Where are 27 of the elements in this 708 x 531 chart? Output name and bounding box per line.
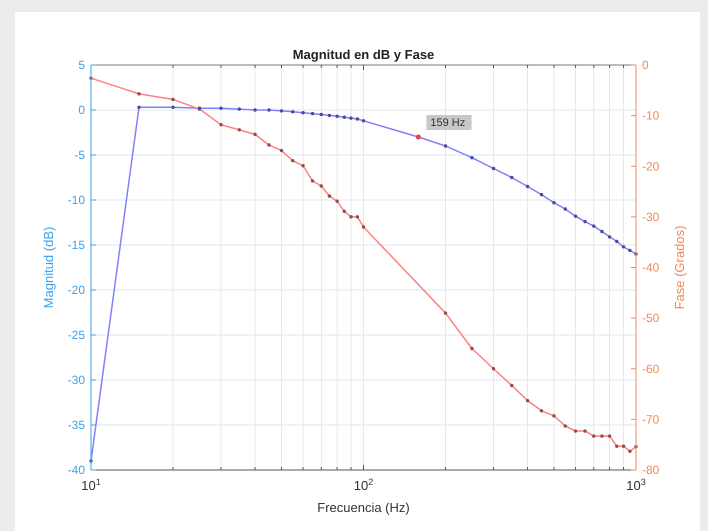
y-tick-label: -25 bbox=[68, 328, 86, 342]
x-tick-label: 10$^{2}$ bbox=[354, 477, 374, 493]
y2-tick-label: -10 bbox=[642, 108, 660, 123]
y-tick-label: -35 bbox=[68, 418, 86, 432]
y2-tick-label: 0 bbox=[642, 58, 649, 72]
y2-tick-label: -40 bbox=[642, 260, 660, 274]
y2-tick-label: -30 bbox=[642, 210, 660, 224]
y-tick-label: 0 bbox=[78, 103, 86, 117]
y-tick-label: -5 bbox=[74, 148, 86, 162]
y-tick-label: -10 bbox=[68, 193, 86, 207]
x-tick-label: 10$^{3}$ bbox=[626, 477, 646, 493]
y-tick-label: -20 bbox=[68, 283, 86, 297]
annotation: 159 Hz bbox=[430, 117, 466, 129]
y2-tick-label: -20 bbox=[642, 159, 660, 174]
y2-tick-label: -80 bbox=[642, 463, 660, 477]
y-tick-label: -15 bbox=[68, 238, 86, 252]
y-tick-label: -30 bbox=[68, 373, 86, 387]
y-tick-label: -40 bbox=[68, 463, 86, 477]
y2-tick-label: -60 bbox=[642, 362, 660, 376]
y-tick-label: 5 bbox=[78, 58, 86, 72]
y2-tick-label: -50 bbox=[642, 311, 660, 326]
y2-tick-label: -70 bbox=[642, 412, 660, 426]
chart-title: Magnitud en dB y Fase bbox=[292, 47, 434, 62]
x-tick-label: 10$^{1}$ bbox=[81, 477, 101, 493]
y-axis-title: Magnitud (dB) bbox=[41, 226, 56, 308]
x-axis-title: Frecuencia (Hz) bbox=[317, 500, 410, 515]
y2-axis-title: Fase (Grados) bbox=[672, 226, 687, 310]
